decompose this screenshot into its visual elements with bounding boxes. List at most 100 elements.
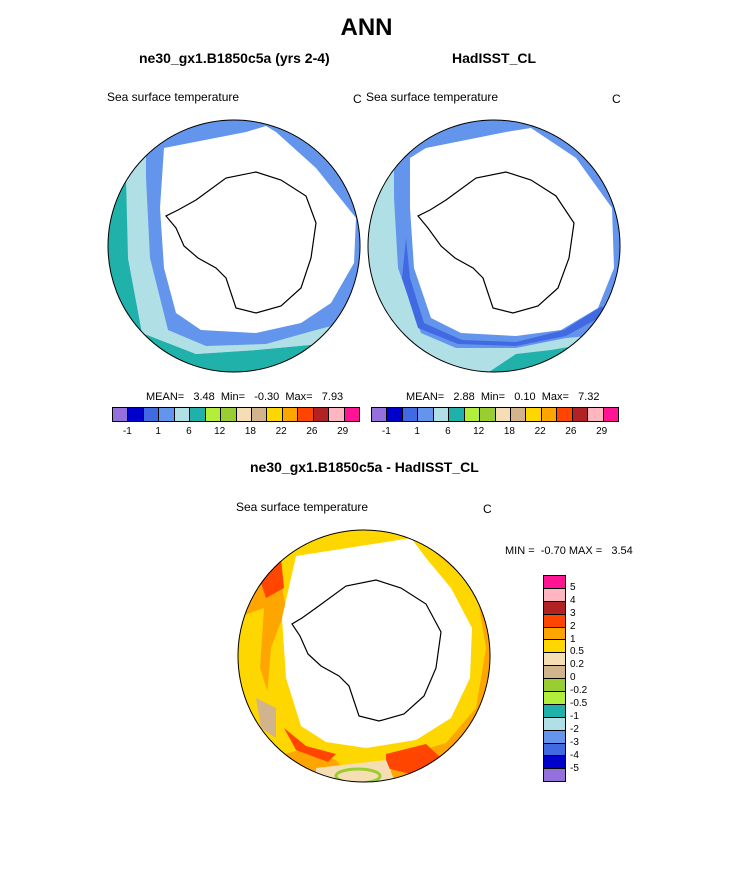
colorbar-tick-label: -1 (122, 426, 132, 437)
colorbar-swatch (190, 408, 206, 421)
main-title: ANN (340, 14, 393, 41)
colorbar-tick-label: 6 (186, 426, 192, 437)
colorbar-tick-label: -2 (570, 723, 579, 735)
colorbar-swatch (298, 408, 314, 421)
right-ice-region (410, 128, 614, 336)
colorbar-swatch (588, 408, 604, 421)
diff-panel-title: ne30_gx1.B1850c5a - HadISST_CL (250, 459, 479, 475)
right-panel-unit: C (612, 92, 621, 106)
colorbar-swatch (387, 408, 403, 421)
colorbar-tick-label: 22 (275, 426, 287, 437)
colorbar-swatch (236, 408, 252, 421)
colorbar-swatch (544, 717, 565, 731)
colorbar-tick-label: 1 (155, 426, 161, 437)
colorbar-swatch (329, 408, 345, 421)
colorbar-swatch (174, 408, 191, 421)
colorbar-swatch (221, 408, 237, 421)
colorbar-tick-label: 1 (414, 426, 420, 437)
diff-panel-variable: Sea surface temperature (236, 500, 369, 514)
diff-antarctica-outline (291, 579, 442, 722)
diff-sst-map (237, 529, 491, 783)
colorbar-swatch (344, 408, 359, 421)
colorbar-tick-label: 18 (244, 426, 256, 437)
colorbar-swatch (544, 743, 565, 757)
colorbar-swatch (372, 408, 388, 421)
right-sst-map (367, 119, 621, 373)
colorbar-tick-label: 0.2 (570, 659, 584, 671)
colorbar-swatch (464, 408, 481, 421)
colorbar-tick-label: 26 (565, 426, 577, 437)
diff-panel-unit: C (483, 502, 492, 516)
left-panel-stats: MEAN= 3.48 Min= -0.30 Max= 7.93 (146, 391, 344, 403)
diff-panel-stats: MIN = -0.70 MAX = 3.54 (505, 545, 633, 557)
colorbar-swatch (418, 408, 434, 421)
colorbar-swatch (433, 408, 450, 421)
colorbar-tick-label: 29 (596, 426, 608, 437)
colorbar-tick-label: 12 (214, 426, 226, 437)
colorbar-swatch (544, 704, 565, 718)
diff-colorbar-ticks: 5 4 3 2 1 0.5 0.2 0 -0.2 -0.5 -1 -2 -3 -4 -5 (570, 575, 610, 780)
colorbar-tick-label: 6 (445, 426, 451, 437)
colorbar-swatch (544, 601, 565, 615)
colorbar-swatch (557, 408, 573, 421)
colorbar-tick-label: -0.2 (570, 685, 588, 697)
colorbar-swatch (544, 730, 565, 744)
colorbar-tick-label: -1 (570, 710, 579, 722)
colorbar-tick-label: 26 (306, 426, 318, 437)
colorbar-swatch (251, 408, 268, 421)
colorbar-swatch (128, 408, 144, 421)
colorbar-swatch (544, 588, 565, 602)
colorbar-tick-label: 5 (570, 581, 576, 593)
colorbar-tick-label: -5 (570, 762, 579, 774)
colorbar-swatch (313, 408, 330, 421)
colorbar-swatch (159, 408, 175, 421)
left-sst-map (107, 119, 361, 373)
right-antarctica-outline (417, 171, 575, 314)
colorbar-swatch (510, 408, 527, 421)
left-colorbar-ticks: -1 1 6 12 18 22 26 29 (112, 426, 358, 440)
colorbar-tick-label: 18 (503, 426, 515, 437)
left-antarctica-outline (165, 171, 317, 314)
colorbar-swatch (544, 692, 565, 705)
colorbar-swatch (544, 653, 565, 667)
colorbar-swatch (402, 408, 419, 421)
diff-red-southeast (386, 744, 441, 774)
right-colorbar-ticks: -1 1 6 12 18 22 26 29 (371, 426, 617, 440)
colorbar-tick-label: 0 (570, 672, 576, 684)
colorbar-swatch (544, 756, 565, 770)
colorbar-swatch (449, 408, 465, 421)
colorbar-tick-label: 29 (337, 426, 349, 437)
colorbar-tick-label: 2 (570, 620, 576, 632)
left-panel-title: ne30_gx1.B1850c5a (yrs 2-4) (139, 50, 330, 66)
colorbar-swatch (544, 576, 565, 589)
right-panel-title: HadISST_CL (452, 50, 537, 66)
colorbar-swatch (267, 408, 283, 421)
colorbar-swatch (143, 408, 160, 421)
left-colorbar (112, 407, 360, 422)
colorbar-swatch (541, 408, 558, 421)
colorbar-tick-label: 22 (534, 426, 546, 437)
colorbar-swatch (544, 640, 565, 654)
colorbar-tick-label: 3 (570, 607, 576, 619)
right-panel-stats: MEAN= 2.88 Min= 0.10 Max= 7.32 (406, 391, 600, 403)
colorbar-tick-label: 12 (473, 426, 485, 437)
colorbar-swatch (603, 408, 618, 421)
colorbar-tick-label: -4 (570, 749, 579, 761)
left-ice-region (160, 126, 356, 333)
colorbar-swatch (480, 408, 496, 421)
colorbar-tick-label: -1 (381, 426, 391, 437)
colorbar-swatch (544, 666, 565, 680)
colorbar-swatch (544, 679, 565, 693)
colorbar-swatch (495, 408, 511, 421)
colorbar-swatch (572, 408, 589, 421)
colorbar-tick-label: 0.5 (570, 646, 584, 658)
right-panel-variable: Sea surface temperature (366, 90, 499, 104)
colorbar-swatch (544, 614, 565, 628)
colorbar-swatch (544, 769, 565, 782)
left-panel-unit: C (353, 92, 362, 106)
colorbar-swatch (526, 408, 542, 421)
colorbar-tick-label: -0.5 (570, 698, 588, 709)
colorbar-swatch (205, 408, 222, 421)
left-panel-variable: Sea surface temperature (107, 90, 240, 104)
colorbar-tick-label: 1 (570, 633, 576, 645)
